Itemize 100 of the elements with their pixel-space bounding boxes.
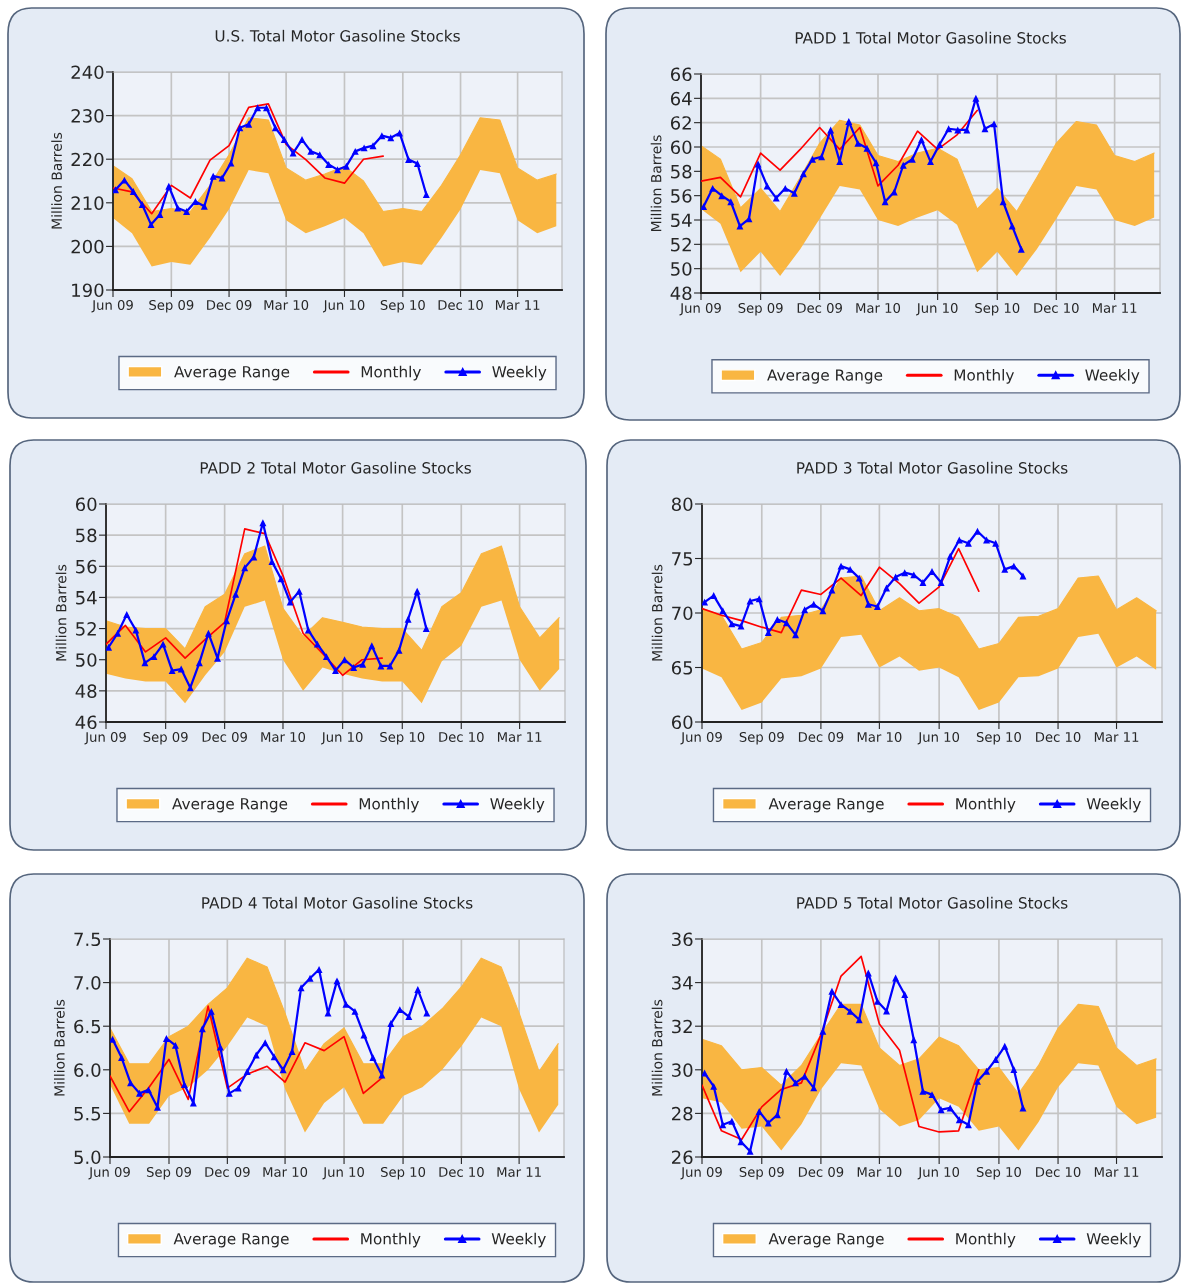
- point: [846, 565, 854, 573]
- y-tick-label: 32: [672, 1019, 692, 1034]
- point: [837, 562, 845, 570]
- point: [702, 598, 709, 606]
- y-tick-label: 65: [671, 660, 693, 675]
- point: [129, 187, 137, 195]
- x-tick-label: Mar 10: [263, 1166, 308, 1177]
- legend-label: Average Range: [768, 798, 884, 813]
- point: [1001, 1042, 1009, 1050]
- point: [342, 1000, 350, 1008]
- line-series: [701, 109, 979, 198]
- x-tick-label: Mar 11: [495, 300, 540, 310]
- point: [118, 1054, 126, 1062]
- x-tick-label: Sep 09: [739, 1166, 784, 1180]
- y-tick-label: 66: [670, 67, 692, 82]
- point: [937, 579, 945, 586]
- point: [288, 1048, 296, 1055]
- x-tick-label: Sep 09: [149, 299, 194, 313]
- legend-label: Monthly: [956, 797, 1016, 813]
- point: [828, 987, 836, 995]
- chart-title: PADD 1 Total Motor Gasoline Stocks: [795, 31, 1066, 44]
- point: [333, 977, 341, 985]
- y-tick-label: 230: [71, 109, 104, 123]
- y-tick-label: 7.5: [74, 932, 101, 947]
- legend-label: Average Range: [174, 366, 290, 381]
- point: [369, 142, 377, 150]
- x-tick-label: Sep 09: [143, 731, 188, 745]
- point: [232, 590, 240, 598]
- y-tick-label: 220: [71, 152, 104, 167]
- y-tick-label: 26: [672, 1150, 693, 1165]
- point: [728, 1117, 736, 1125]
- point: [809, 155, 816, 163]
- y-tick-label: 56: [671, 189, 692, 203]
- point: [737, 1138, 745, 1146]
- point: [746, 1147, 754, 1155]
- point: [1001, 565, 1009, 573]
- y-tick-label: 64: [670, 91, 692, 106]
- point: [928, 1091, 936, 1099]
- x-tick-label: Dec 09: [798, 731, 844, 742]
- x-tick-label: Sep 10: [975, 302, 1020, 316]
- point: [828, 586, 836, 594]
- point: [245, 120, 253, 128]
- point: [369, 1054, 377, 1062]
- point: [927, 158, 934, 166]
- point: [307, 147, 315, 155]
- point: [754, 160, 762, 168]
- point: [422, 191, 430, 198]
- point: [216, 1043, 224, 1051]
- point: [702, 1069, 709, 1077]
- legend-label: Average Range: [768, 1233, 884, 1248]
- x-tick-label: Sep 09: [146, 1166, 191, 1180]
- point: [289, 149, 297, 157]
- point: [413, 160, 421, 168]
- point: [755, 1107, 763, 1115]
- point: [737, 622, 745, 630]
- point: [234, 1084, 242, 1092]
- legend-label: Monthly: [361, 1232, 421, 1248]
- point: [873, 997, 881, 1005]
- x-tick-label: Mar 11: [497, 732, 542, 742]
- point: [127, 1079, 134, 1087]
- point: [745, 215, 753, 223]
- legend-label: Monthly: [956, 1232, 1016, 1248]
- legend-label: Average Range: [767, 369, 883, 384]
- y-tick-label: 54: [671, 213, 692, 228]
- x-tick-label: Jun 10: [917, 731, 960, 745]
- point: [332, 667, 339, 675]
- point: [883, 1007, 890, 1015]
- point: [132, 626, 140, 634]
- point: [350, 664, 358, 671]
- point: [295, 587, 303, 595]
- x-tick-label: Mar 11: [1094, 732, 1139, 742]
- point: [341, 656, 349, 664]
- point: [992, 539, 1000, 547]
- y-tick-label: 70: [672, 606, 693, 621]
- point: [138, 201, 146, 209]
- x-tick-label: Dec 09: [798, 1166, 844, 1177]
- point: [1010, 562, 1018, 570]
- legend-label: Weekly: [1086, 1232, 1141, 1248]
- point: [701, 203, 708, 211]
- x-tick-label: Mar 10: [857, 731, 902, 742]
- point: [298, 136, 306, 144]
- point: [378, 132, 386, 140]
- y-tick-label: 48: [670, 286, 692, 301]
- x-tick-label: Mar 11: [497, 1167, 541, 1177]
- y-axis-title: Million Barrels: [650, 135, 662, 231]
- y-tick-label: 5.0: [74, 1150, 101, 1165]
- legend-label: Monthly: [359, 797, 419, 813]
- point: [413, 587, 421, 595]
- point: [113, 186, 120, 194]
- point: [168, 667, 176, 675]
- point: [928, 568, 936, 576]
- y-tick-label: 62: [670, 116, 691, 130]
- y-axis-title: Million Barrels: [53, 999, 65, 1096]
- x-tick-label: Sep 10: [380, 1166, 426, 1180]
- point: [782, 1067, 790, 1075]
- point: [736, 222, 744, 230]
- point: [964, 539, 972, 547]
- y-axis-title: Million Barrels: [55, 564, 67, 661]
- point: [990, 120, 998, 128]
- point: [254, 104, 262, 112]
